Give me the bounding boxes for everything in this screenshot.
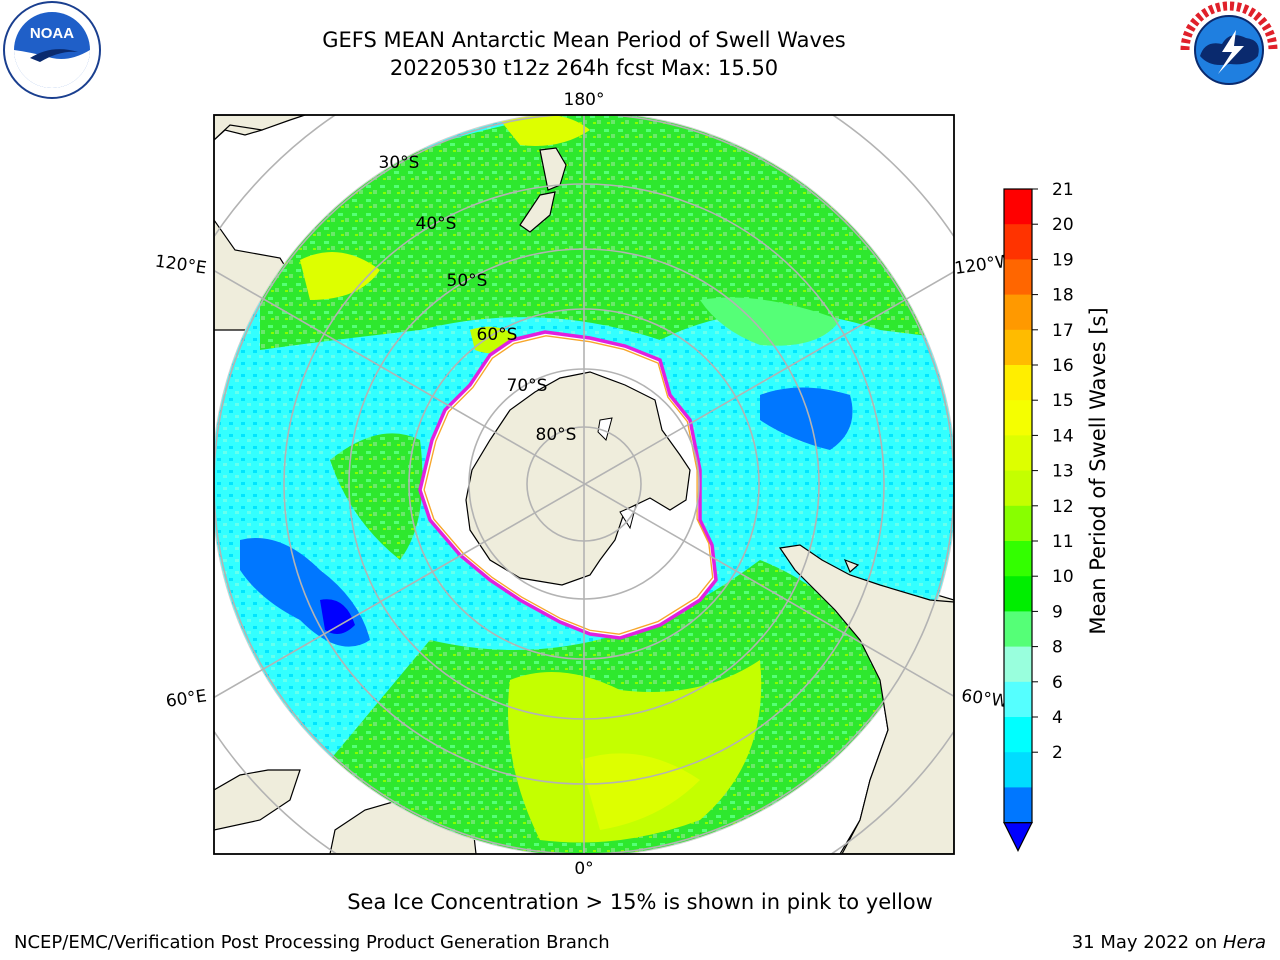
map-frame (213, 114, 955, 855)
colorbar-segment (1004, 681, 1032, 718)
colorbar-segment (1004, 470, 1032, 507)
footer-credit: NCEP/EMC/Verification Post Processing Pr… (14, 932, 610, 953)
colorbar-segment (1004, 505, 1032, 542)
colorbar-segment (1004, 329, 1032, 366)
lat-label-70s: 70°S (507, 376, 548, 396)
lon-label-0: 0° (574, 859, 593, 879)
lat-label-60s: 60°S (477, 325, 518, 345)
colorbar-segment (1004, 752, 1032, 788)
colorbar-segment (1004, 541, 1032, 577)
antarctica-landmass (465, 371, 691, 586)
colorbar-tick-label: 19 (1052, 250, 1074, 270)
colorbar-segment (1004, 189, 1032, 225)
colorbar-tick-label: 9 (1052, 602, 1063, 622)
colorbar-label: Mean Period of Swell Waves [s] (1086, 307, 1110, 634)
lat-label-50s: 50°S (447, 271, 488, 291)
colorbar-segment (1004, 259, 1032, 296)
colorbar-tick-label: 10 (1052, 567, 1074, 587)
colorbar-tick-label: 6 (1052, 673, 1063, 693)
noaa-logo: NOAA (3, 1, 101, 99)
chart-title: GEFS MEAN Antarctic Mean Period of Swell… (322, 28, 846, 52)
colorbar-tick-label: 11 (1052, 532, 1074, 552)
lon-label-180: 180° (564, 90, 605, 110)
colorbar-segment (1004, 611, 1032, 648)
lon-label-120e: 120°E (154, 252, 208, 279)
footer-host: Hera (1222, 932, 1266, 953)
graticule (214, 115, 954, 854)
colorbar-tick-label: 15 (1052, 391, 1074, 411)
land-inside-disk (214, 115, 954, 854)
lat-label-80s: 80°S (536, 425, 577, 445)
colorbar-tick-label: 12 (1052, 497, 1074, 517)
footer-date-text: 31 May 2022 on (1071, 932, 1223, 953)
colorbar-segment (1004, 646, 1032, 683)
colorbar-tick-label: 18 (1052, 286, 1074, 306)
sea-ice-caption: Sea Ice Concentration > 15% is shown in … (347, 890, 933, 914)
colorbar-tick-label: 21 (1052, 180, 1074, 200)
lat-label-40s: 40°S (416, 214, 457, 234)
lon-label-60e: 60°E (165, 686, 208, 711)
colorbar-tick-label: 4 (1052, 708, 1063, 728)
nws-logo (1180, 1, 1278, 98)
lat-label-30s: 30°S (379, 153, 420, 173)
colorbar-tick-label: 14 (1052, 426, 1074, 446)
colorbar-segment (1004, 224, 1032, 260)
colorbar: 21 20 19 18 17 16 15 14 13 12 11 10 9 8 6 4 2 (1003, 180, 1074, 852)
colorbar-segment (1004, 294, 1032, 331)
colorbar-tick-label: 16 (1052, 356, 1074, 376)
colorbar-extend-arrow (1003, 822, 1033, 852)
colorbar-tick-label: 17 (1052, 321, 1074, 341)
colorbar-tick-label: 13 (1052, 462, 1074, 482)
lon-label-60w: 60°W (960, 686, 1009, 712)
colorbar-segment (1004, 435, 1032, 472)
colorbar-segment (1004, 717, 1032, 753)
footer-date: 31 May 2022 on Hera (1072, 932, 1266, 953)
colorbar-tick-label: 2 (1052, 743, 1063, 763)
colorbar-tick-label: 20 (1052, 215, 1074, 235)
colorbar-segment (1004, 365, 1032, 401)
noaa-logo-text: NOAA (30, 25, 74, 42)
colorbar-segment (1004, 576, 1032, 612)
chart-subtitle: 20220530 t12z 264h fcst Max: 15.50 (389, 56, 779, 80)
colorbar-segment (1004, 400, 1032, 436)
colorbar-tick-label: 8 (1052, 638, 1063, 658)
colorbar-segment (1004, 787, 1032, 824)
